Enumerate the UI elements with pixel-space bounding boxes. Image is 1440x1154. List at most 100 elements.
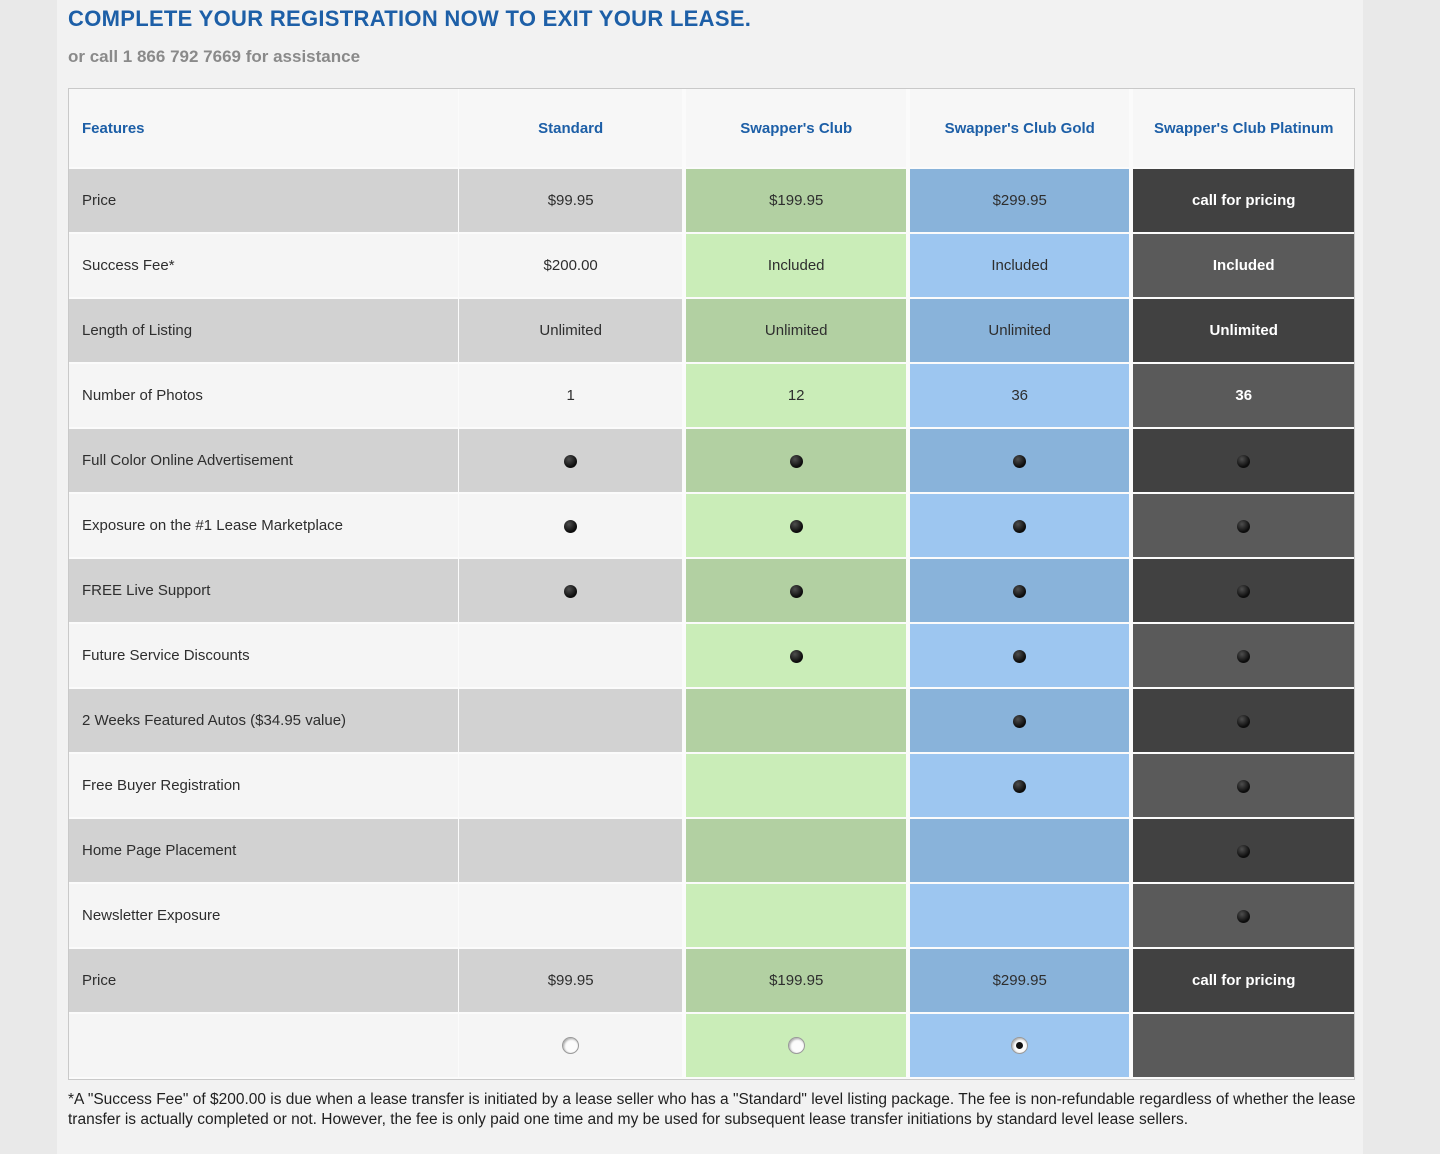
cell-gold — [905, 559, 1130, 624]
included-dot-icon — [564, 519, 578, 533]
table-row: Success Fee* $200.00 Included Included Inclu… — [69, 234, 1354, 299]
cell-club: Included — [682, 234, 906, 299]
included-dot-icon — [1237, 844, 1251, 858]
included-dot-icon — [1237, 779, 1251, 793]
feature-name: FREE Live Support — [69, 559, 458, 624]
feature-name-empty — [69, 1014, 458, 1079]
cell-gold — [905, 819, 1130, 884]
table-row: Length of Listing Unlimited Unlimited Unlim… — [69, 299, 1354, 364]
included-dot-icon — [789, 584, 803, 598]
table-row: Home Page Placement — [69, 819, 1354, 884]
cell-standard — [457, 819, 683, 884]
included-dot-icon — [1013, 779, 1027, 793]
cell-gold — [905, 624, 1130, 689]
cell-standard: Unlimited — [457, 299, 683, 364]
cell-club — [682, 884, 906, 949]
included-dot-icon — [1013, 519, 1027, 533]
included-dot-icon — [1237, 649, 1251, 663]
table-row: 2 Weeks Featured Autos ($34.95 value) — [69, 689, 1354, 754]
cell-platinum: call for pricing — [1129, 169, 1354, 234]
page-title: COMPLETE YOUR REGISTRATION NOW TO EXIT Y… — [68, 6, 752, 31]
cell-platinum: 36 — [1129, 364, 1354, 429]
plan-radio-gold[interactable] — [1011, 1037, 1029, 1055]
included-dot-icon — [789, 454, 803, 468]
table-row: Full Color Online Advertisement — [69, 429, 1354, 494]
included-dot-icon — [789, 519, 803, 533]
plan-radio-club[interactable] — [787, 1037, 805, 1055]
header-row: Features Standard Swapper's Club Swapper's … — [69, 89, 1354, 169]
feature-name: Free Buyer Registration — [69, 754, 458, 819]
cell-standard — [457, 884, 683, 949]
feature-name: 2 Weeks Featured Autos ($34.95 value) — [69, 689, 458, 754]
feature-name: Number of Photos — [69, 364, 458, 429]
cell-gold — [905, 754, 1130, 819]
feature-name: Success Fee* — [69, 234, 458, 299]
assistance-phone-line: or call 1 866 792 7669 for assistance — [68, 47, 361, 66]
table-row: FREE Live Support — [69, 559, 1354, 624]
included-dot-icon — [789, 649, 803, 663]
included-dot-icon — [564, 584, 578, 598]
cell-club: 12 — [682, 364, 906, 429]
cell-platinum — [1129, 1014, 1354, 1079]
cell-standard: 1 — [457, 364, 683, 429]
cell-platinum: Unlimited — [1129, 299, 1354, 364]
cell-platinum — [1129, 754, 1354, 819]
column-header-gold: Swapper's Club Gold — [905, 89, 1130, 169]
pricing-table: Features Standard Swapper's Club Swapper's … — [69, 89, 1354, 1079]
cell-standard — [457, 559, 683, 624]
cell-standard — [457, 624, 683, 689]
cell-gold: Unlimited — [905, 299, 1130, 364]
table-row: Free Buyer Registration — [69, 754, 1354, 819]
cell-club — [682, 754, 906, 819]
table-row: Newsletter Exposure — [69, 884, 1354, 949]
feature-name: Price — [69, 169, 458, 234]
cell-platinum — [1129, 559, 1354, 624]
table-row: Number of Photos 1 12 36 36 — [69, 364, 1354, 429]
feature-name: Future Service Discounts — [69, 624, 458, 689]
cell-gold — [905, 494, 1130, 559]
cell-club — [682, 494, 906, 559]
cell-club — [682, 429, 906, 494]
plan-comparison-table: Features Standard Swapper's Club Swapper's … — [68, 88, 1355, 1080]
feature-name: Length of Listing — [69, 299, 458, 364]
cell-standard — [457, 754, 683, 819]
cell-platinum — [1129, 429, 1354, 494]
table-row: Exposure on the #1 Lease Marketplace — [69, 494, 1354, 559]
table-header: Features Standard Swapper's Club Swapper's … — [69, 89, 1354, 169]
cell-platinum — [1129, 494, 1354, 559]
included-dot-icon — [1237, 584, 1251, 598]
included-dot-icon — [1237, 714, 1251, 728]
cell-standard: $99.95 — [457, 169, 683, 234]
included-dot-icon — [1013, 649, 1027, 663]
feature-name: Full Color Online Advertisement — [69, 429, 458, 494]
success-fee-footnote: *A "Success Fee" of $200.00 is due when … — [68, 1091, 1356, 1129]
cell-club — [682, 819, 906, 884]
included-dot-icon — [1013, 454, 1027, 468]
cell-club: $199.95 — [682, 169, 906, 234]
cell-gold: $299.95 — [905, 169, 1130, 234]
cell-platinum: Included — [1129, 234, 1354, 299]
content-inner: COMPLETE YOUR REGISTRATION NOW TO EXIT Y… — [57, 0, 1363, 1131]
cell-club — [682, 559, 906, 624]
column-header-standard: Standard — [457, 89, 683, 169]
cell-club — [682, 624, 906, 689]
feature-name: Exposure on the #1 Lease Marketplace — [69, 494, 458, 559]
cell-platinum — [1129, 819, 1354, 884]
cell-club — [682, 689, 906, 754]
column-header-features: Features — [69, 89, 458, 169]
cell-gold: 36 — [905, 364, 1130, 429]
included-dot-icon — [1013, 714, 1027, 728]
cell-gold — [905, 689, 1130, 754]
plan-radio-standard[interactable] — [562, 1037, 580, 1055]
cell-standard — [457, 494, 683, 559]
column-header-club: Swapper's Club — [682, 89, 906, 169]
included-dot-icon — [1237, 519, 1251, 533]
column-header-platinum: Swapper's Club Platinum — [1129, 89, 1354, 169]
cell-standard — [457, 689, 683, 754]
cell-gold: Included — [905, 234, 1130, 299]
included-dot-icon — [1237, 454, 1251, 468]
cell-gold — [905, 429, 1130, 494]
cell-platinum — [1129, 689, 1354, 754]
cell-standard — [457, 1014, 683, 1079]
page-content: COMPLETE YOUR REGISTRATION NOW TO EXIT Y… — [57, 0, 1363, 1154]
